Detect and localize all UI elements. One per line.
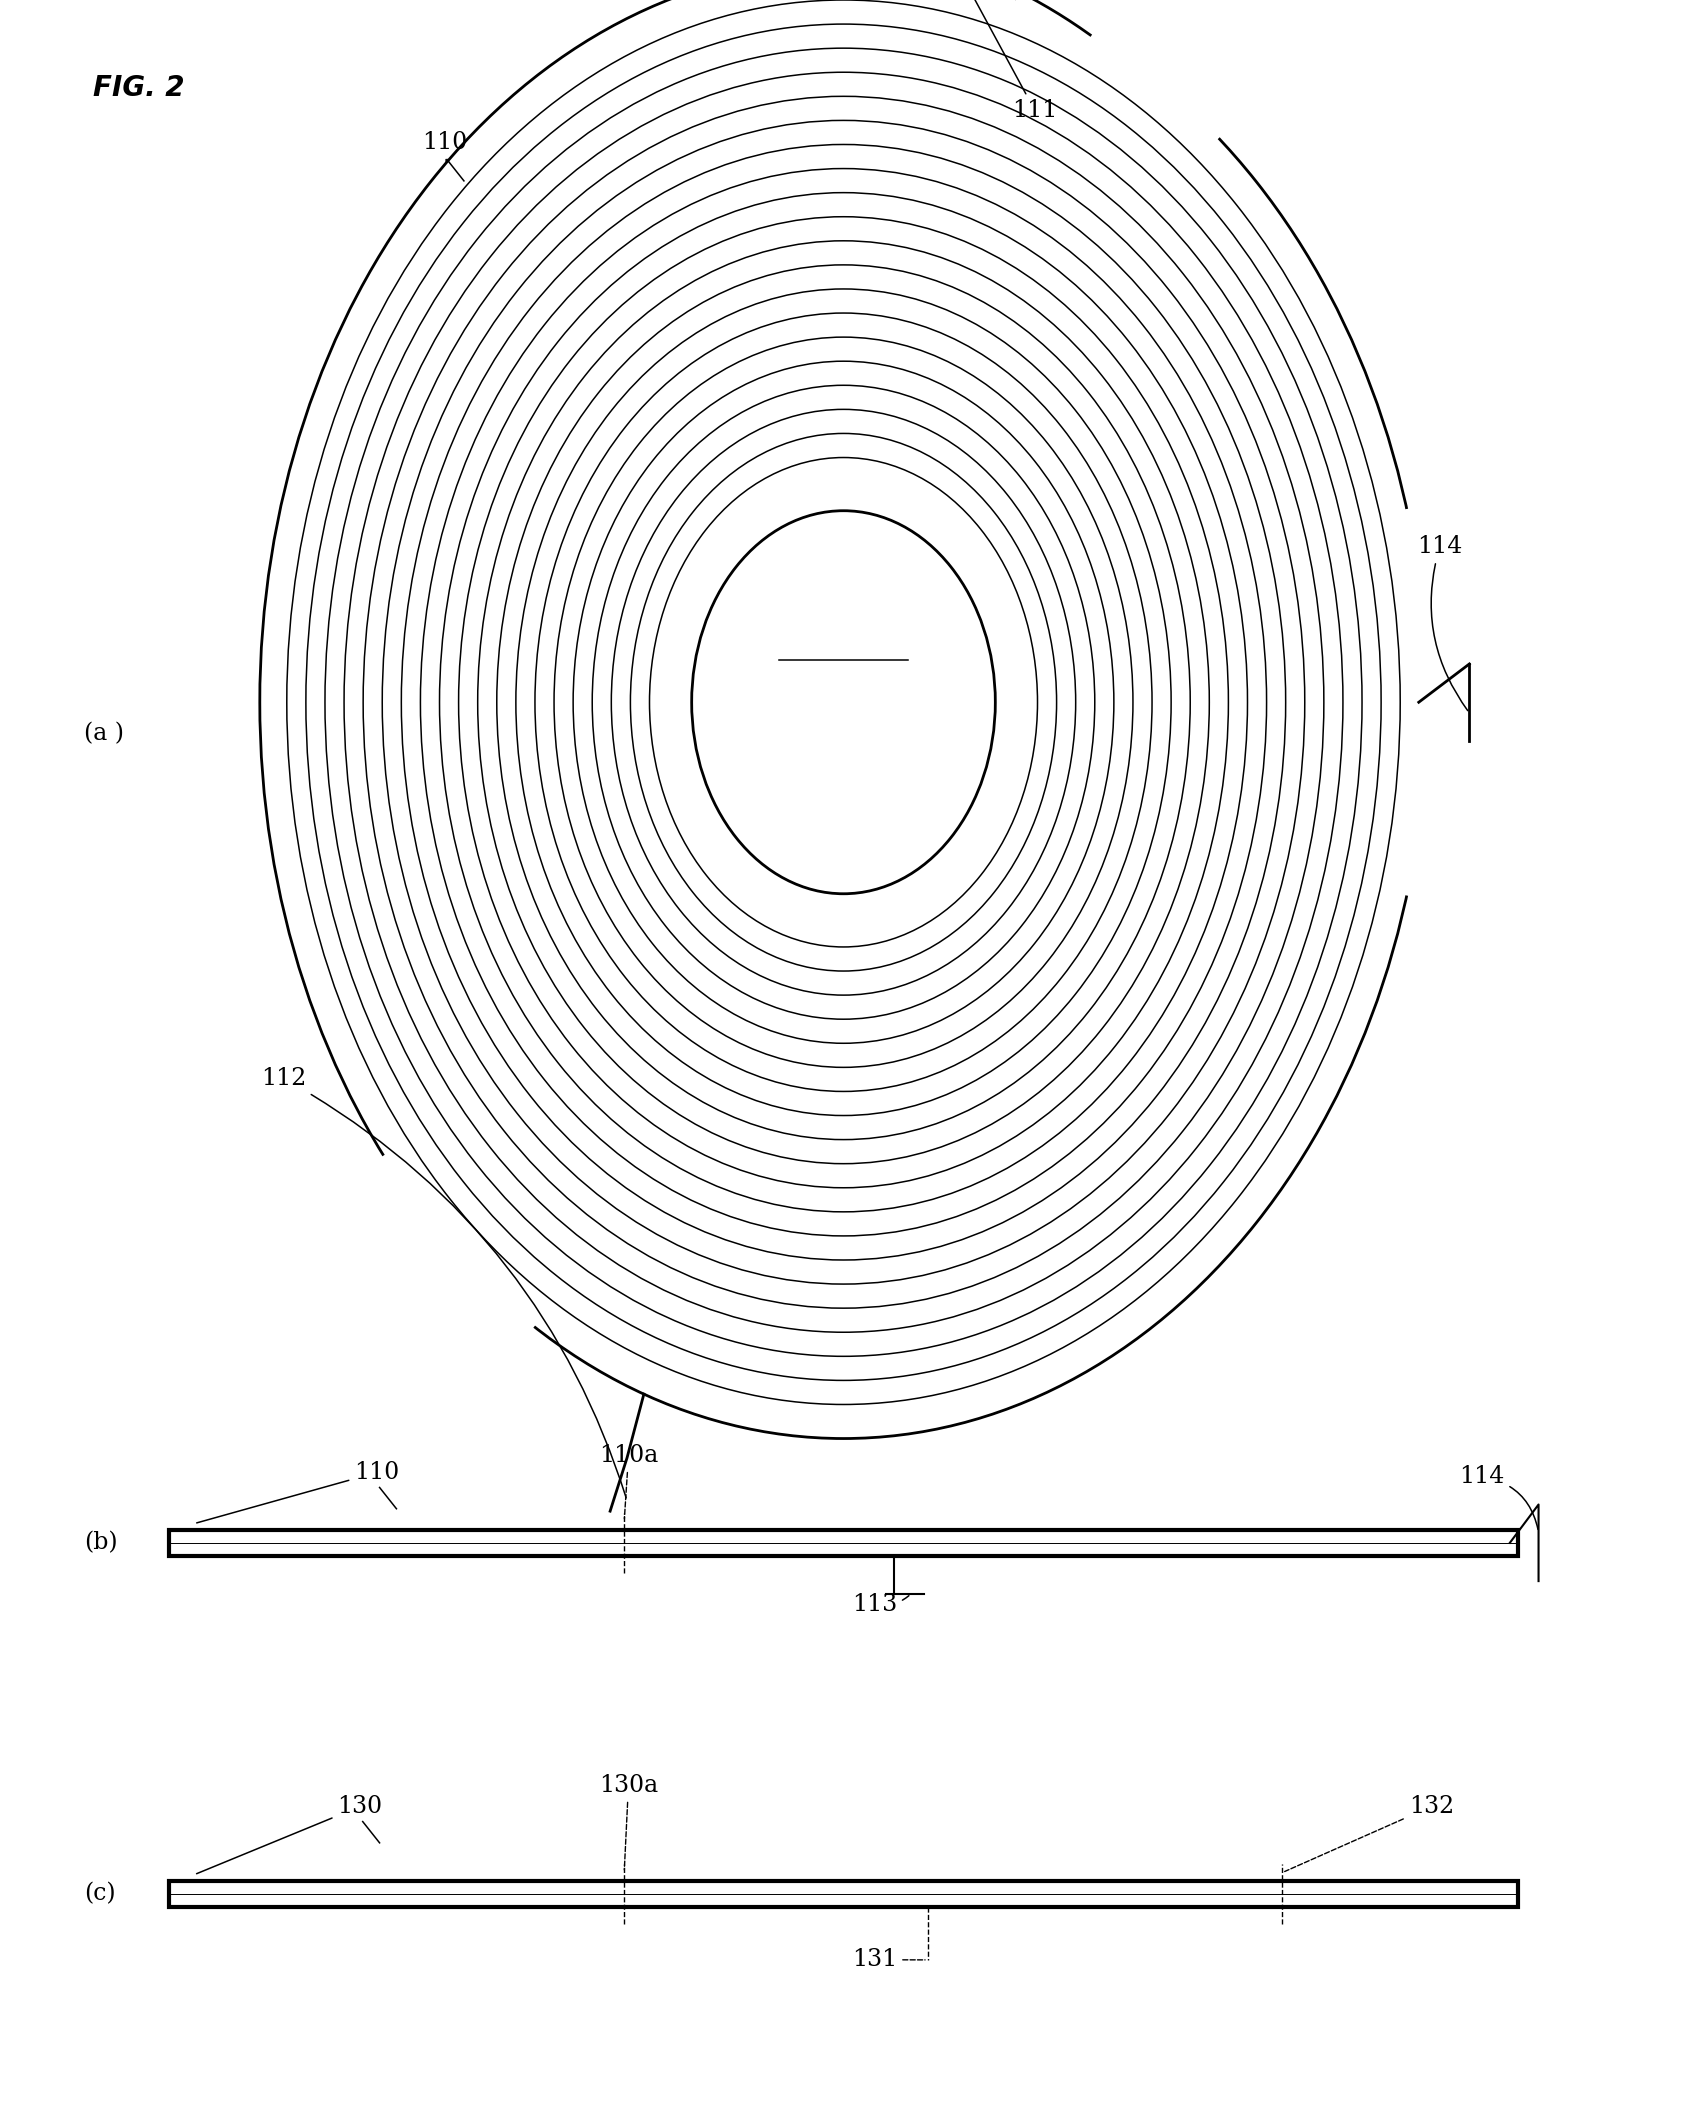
- Text: 111: 111: [930, 0, 1058, 121]
- Text: 130: 130: [197, 1796, 383, 1875]
- Circle shape: [692, 511, 995, 894]
- Text: 114: 114: [1459, 1466, 1539, 1530]
- Text: 110: 110: [197, 1462, 400, 1524]
- Text: (a ): (a ): [84, 724, 125, 745]
- Text: FIG. 2: FIG. 2: [93, 74, 184, 102]
- Text: 113: 113: [852, 1594, 909, 1615]
- Text: 114: 114: [1417, 536, 1468, 711]
- Text: 132: 132: [1285, 1796, 1454, 1871]
- Text: 112: 112: [261, 1068, 626, 1498]
- Text: (b): (b): [84, 1532, 118, 1553]
- Bar: [169, 1881, 1518, 1907]
- Text: 110: 110: [422, 132, 467, 162]
- Text: 110a: 110a: [813, 632, 874, 655]
- Text: 131: 131: [852, 1949, 924, 1971]
- Text: 113: 113: [805, 724, 849, 747]
- Text: (c): (c): [84, 1883, 116, 1905]
- Bar: [169, 1530, 1518, 1556]
- Text: 110a: 110a: [599, 1445, 658, 1519]
- Text: 130a: 130a: [599, 1775, 658, 1871]
